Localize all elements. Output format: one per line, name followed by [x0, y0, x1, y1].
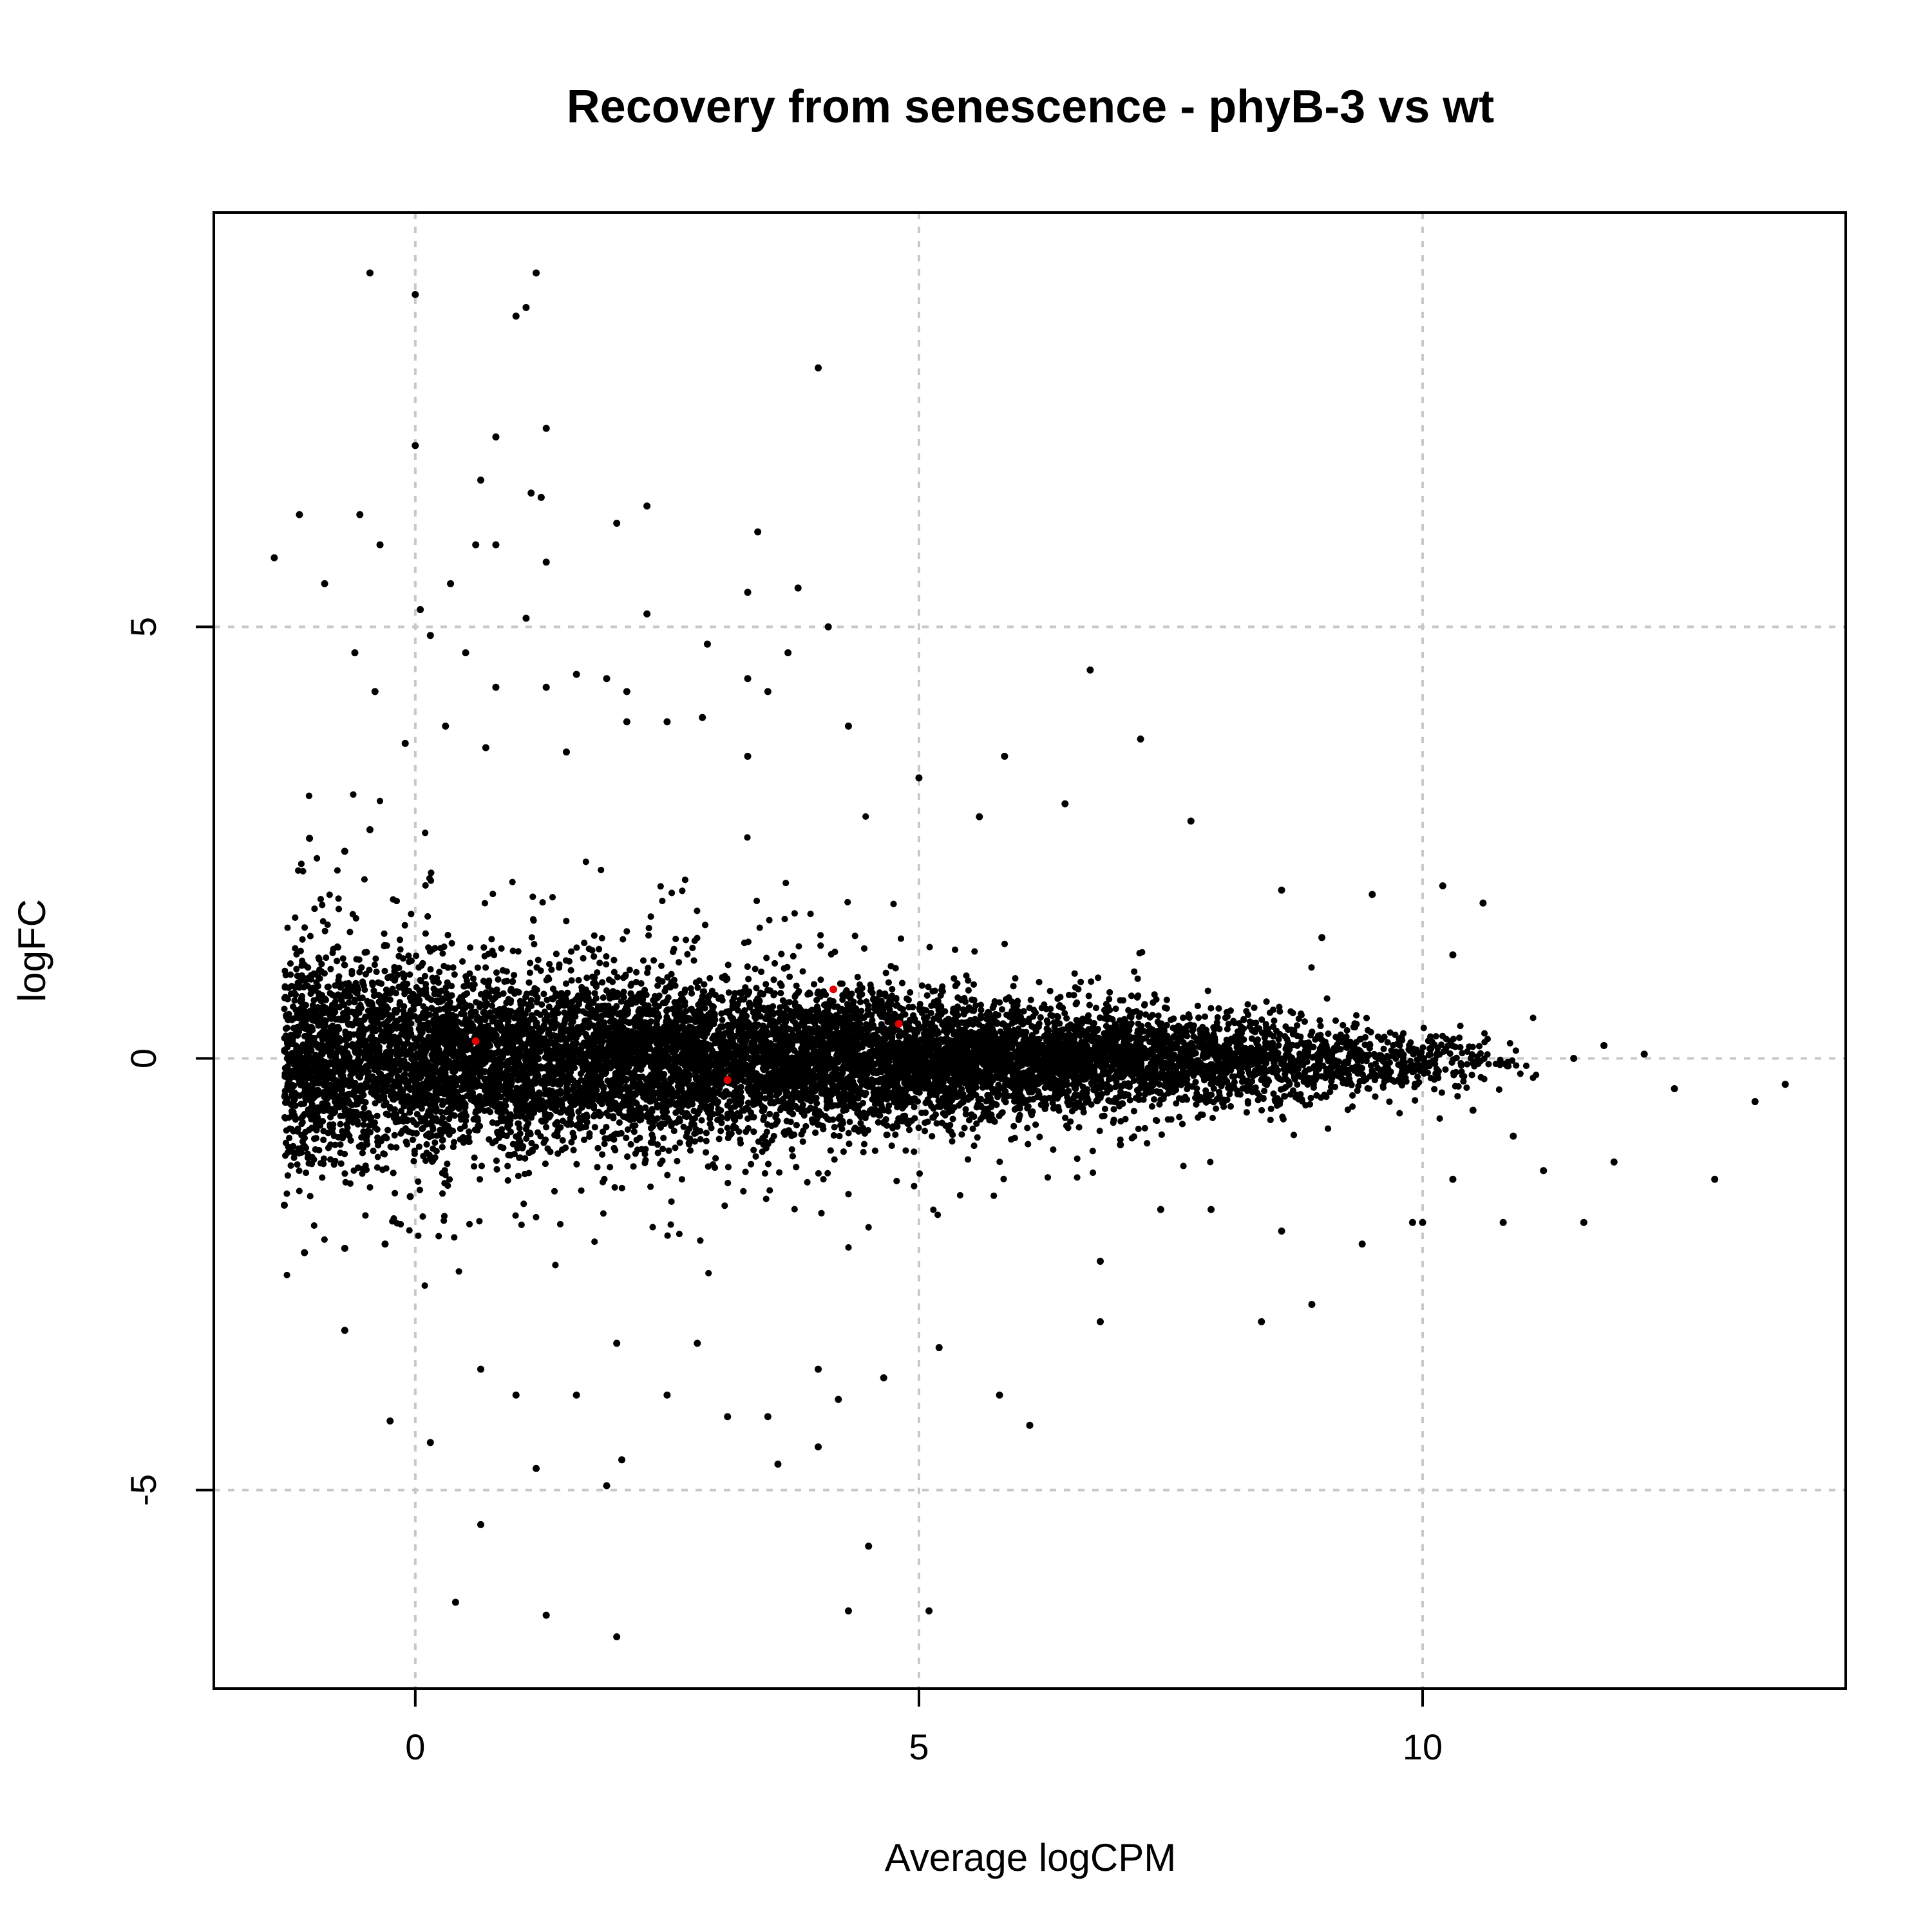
- cloud-point: [817, 976, 824, 983]
- cloud-point: [406, 971, 413, 978]
- cloud-point: [658, 962, 665, 969]
- cloud-point: [1459, 1050, 1466, 1057]
- cloud-point: [1209, 1115, 1216, 1121]
- cloud-point: [1255, 1097, 1262, 1104]
- grid-lines: [214, 213, 1846, 1689]
- cloud-point: [374, 1153, 381, 1160]
- cloud-point: [335, 895, 342, 902]
- cloud-point: [799, 968, 806, 975]
- cloud-point: [284, 924, 291, 931]
- cloud-point: [600, 1210, 607, 1217]
- point-cloud: [281, 791, 1540, 1289]
- cloud-point: [845, 1130, 852, 1137]
- cloud-point: [397, 946, 404, 953]
- chart-title: Recovery from senescence - phyB-3 vs wt: [567, 81, 1495, 133]
- cloud-point: [1213, 1105, 1220, 1112]
- cloud-point: [598, 934, 605, 942]
- cloud-point: [319, 918, 327, 925]
- cloud-point: [512, 1113, 519, 1120]
- cloud-point: [374, 1164, 381, 1171]
- cloud-point: [719, 1016, 726, 1023]
- cloud-point: [1101, 1105, 1108, 1112]
- cloud-point: [680, 1123, 687, 1130]
- cloud-point: [824, 1170, 831, 1177]
- cloud-point: [489, 1002, 495, 1009]
- cloud-point: [846, 1119, 853, 1126]
- cloud-point: [927, 1009, 934, 1016]
- cloud-point: [439, 950, 446, 957]
- cloud-point: [1173, 1100, 1180, 1107]
- cloud-point: [1294, 1081, 1301, 1088]
- cloud-point: [415, 1232, 422, 1239]
- cloud-point: [1214, 1014, 1221, 1021]
- cloud-point: [697, 1136, 704, 1142]
- cloud-point: [795, 943, 802, 950]
- cloud-point: [687, 985, 694, 992]
